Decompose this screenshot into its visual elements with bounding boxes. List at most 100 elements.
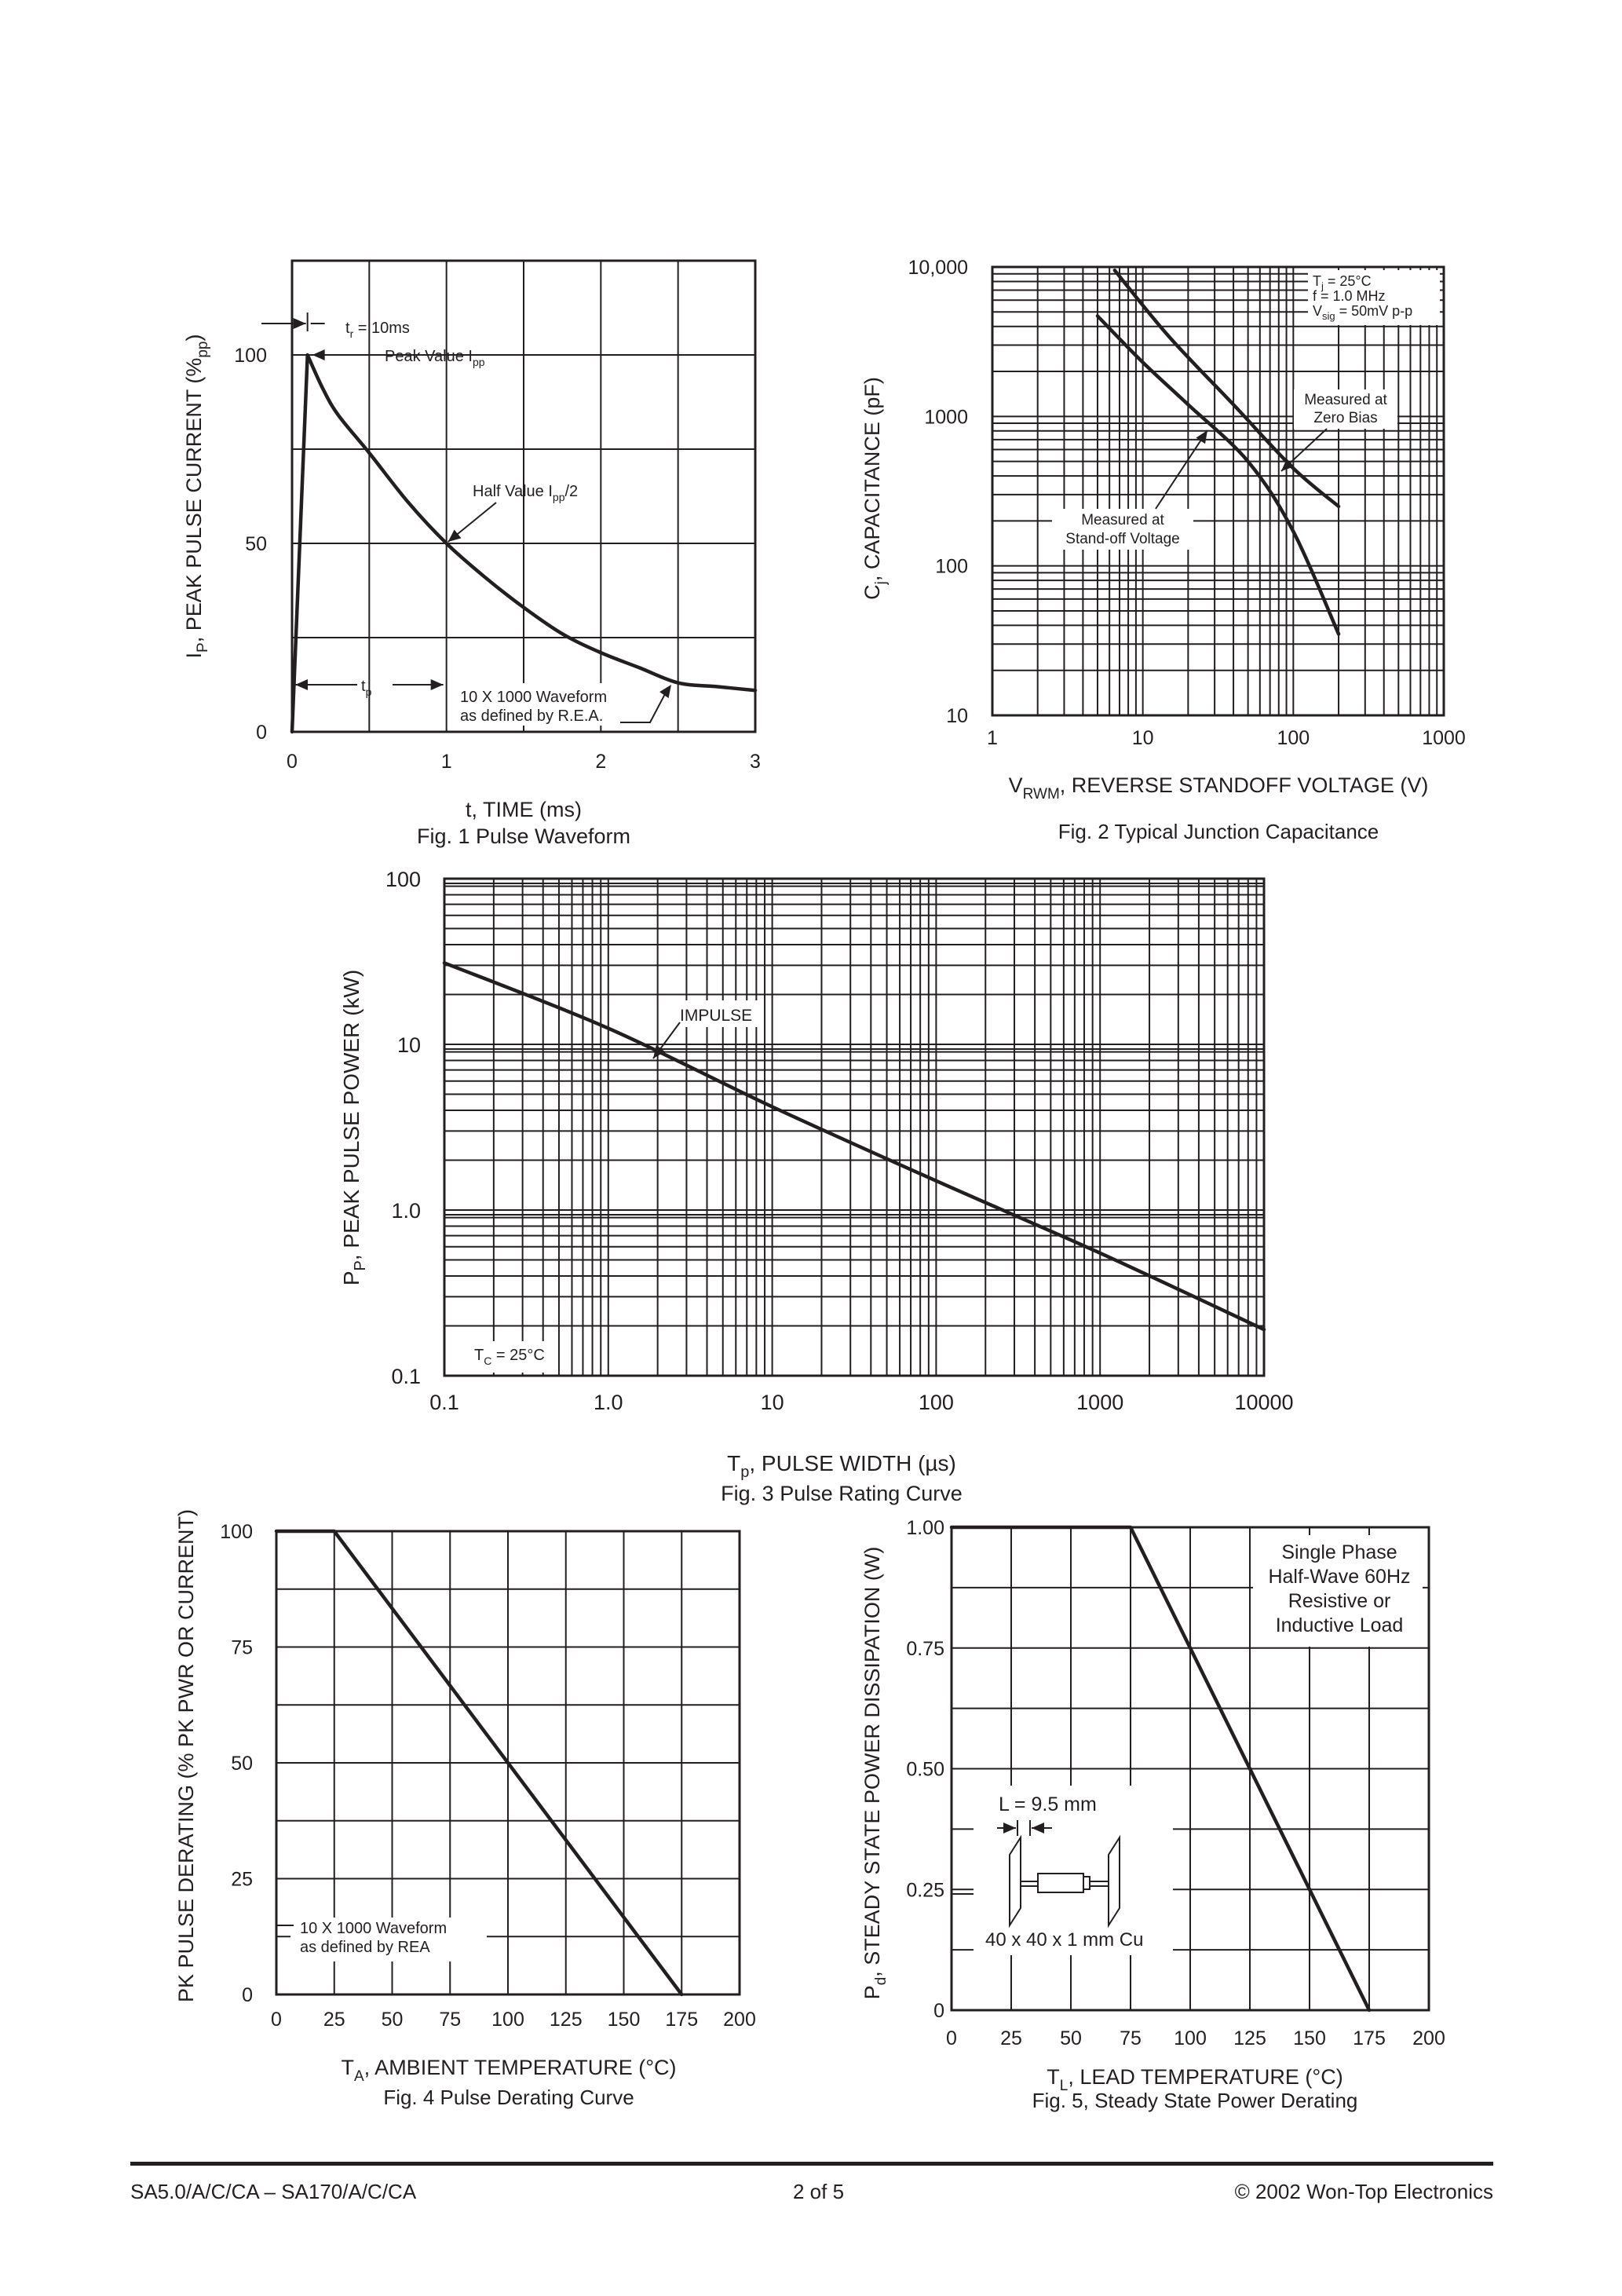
fig3-x-tick-label: 1.0 [594, 1391, 623, 1414]
fig4-x-tick-label: 200 [723, 2009, 756, 2031]
fig4-y-tick-label: 50 [231, 1753, 253, 1775]
fig1-waveform-curve [290, 353, 758, 734]
fig4-x-tick-label: 50 [382, 2009, 404, 2031]
fig2-zero-bias-label-line2: Zero Bias [1313, 410, 1377, 426]
fig2-standoff-curve [1095, 314, 1341, 636]
footer-rule [130, 2162, 1493, 2166]
fig1-tr-arrow-head [293, 318, 306, 329]
fig3-tc-label: TC = 25°C [474, 1347, 545, 1367]
fig2-conditions-bg [1308, 270, 1440, 325]
fig4-x-tick-label: 150 [608, 2009, 641, 2031]
fig2-standoff-label-line2: Stand-off Voltage [1065, 531, 1179, 547]
fig5-x-tick-label: 0 [946, 2027, 957, 2049]
fig4-y-tick-label: 75 [231, 1637, 253, 1659]
fig2-x-axis-title: VRWM, REVERSE STANDOFF VOLTAGE (V) [1009, 773, 1429, 803]
fig3-y-tick-label: 10 [397, 1033, 421, 1057]
fig5-y-tick-label: 0.75 [906, 1638, 944, 1660]
fig3-impulse-pointer-head [653, 1044, 666, 1058]
footer-copyright: © 2002 Won-Top Electronics [1234, 2180, 1493, 2203]
fig4-x-tick-label: 75 [439, 2009, 461, 2031]
fig2-standoff-pointer-head [1196, 430, 1207, 444]
fig2-x-tick-label: 1000 [1422, 727, 1466, 749]
fig1-waveform-label-line1: 10 X 1000 Waveform [460, 689, 607, 706]
fig5-load-label-bg [1253, 1535, 1423, 1647]
fig4-x-axis-title: TA, AMBIENT TEMPERATURE (°C) [341, 2056, 676, 2085]
fig3-impulse-label: IMPULSE [680, 1007, 752, 1025]
fig5-plot-frame [950, 1526, 1430, 2012]
fig5-y-tick-label: 0.25 [906, 1879, 944, 1901]
fig2-zero-bias-label-bg [1294, 389, 1397, 429]
fig5-load-label-line: Half-Wave 60Hz [1268, 1566, 1410, 1588]
fig5-length-label: L = 9.5 mm [999, 1793, 1097, 1815]
fig1-waveform-label-bg [457, 683, 663, 726]
fig4-caption: Fig. 4 Pulse Derating Curve [383, 2086, 634, 2109]
fig3-y-axis-title: PP, PEAK PULSE POWER (kW) [339, 970, 369, 1285]
fig1-caption: Fig. 1 Pulse Waveform [417, 824, 630, 848]
fig4-y-axis-title: PK PULSE DERATING (% PK PWR OR CURRENT) [174, 1509, 198, 2002]
fig4-pulse-derating: 10 X 1000 Waveform as defined by REA 0 25 50… [174, 1509, 756, 2109]
fig5-caption: Fig. 5, Steady State Power Derating [1032, 2089, 1358, 2112]
fig3-impulse-curve [442, 961, 1266, 1332]
fig5-x-tick-label: 100 [1174, 2027, 1207, 2049]
fig3-caption: Fig. 3 Pulse Rating Curve [721, 1482, 963, 1505]
fig2-y-tick-label: 10 [946, 705, 968, 727]
fig1-tp-arrow-left-head [295, 679, 308, 690]
fig5-x-tick-label: 50 [1060, 2027, 1082, 2049]
fig4-y-tick-label: 100 [220, 1521, 253, 1543]
fig2-standoff-label-bg [1052, 509, 1193, 550]
fig2-zero-bias-curve [1112, 268, 1341, 509]
fig1-x-tick-label: 3 [750, 751, 761, 773]
fig1-x-tick-label: 1 [441, 751, 452, 773]
fig1-half-label: Half Value Ipp/2 [473, 483, 578, 503]
fig1-y-tick-label: 0 [256, 722, 267, 744]
fig5-y-tick-label: 1.00 [906, 1517, 944, 1539]
fig2-condition-text: Vsig = 50mV p-p [1313, 303, 1412, 322]
fig2-x-tick-label: 10 [1132, 727, 1154, 749]
fig1-plot-frame [290, 259, 757, 733]
fig5-length-arrow-left-head [1003, 1823, 1016, 1834]
fig2-standoff-label-line1: Measured at [1081, 512, 1164, 528]
fig2-caption: Fig. 2 Typical Junction Capacitance [1058, 820, 1379, 843]
fig4-x-tick-label: 0 [271, 2009, 282, 2031]
fig5-load-label-line: Resistive or [1288, 1590, 1391, 1612]
fig3-x-tick-label: 10 [761, 1391, 784, 1414]
footer-page-number: 2 of 5 [793, 2180, 845, 2203]
fig1-pulse-waveform: 0 1 2 3 0 50 100 t, TIME (ms) Fig. 1 Pulse Wavef… [182, 259, 761, 848]
fig4-plot-frame [275, 1530, 741, 1996]
fig1-y-axis-title: IP, PEAK PULSE CURRENT (%pp) [182, 335, 211, 659]
fig5-copper-plate-left [1009, 1834, 1021, 1929]
fig1-waveform-pointer-head [659, 685, 671, 699]
fig3-plot-frame [443, 877, 1266, 1377]
fig5-load-label-line: Single Phase [1281, 1541, 1397, 1563]
fig3-y-tick-label: 1.0 [391, 1199, 421, 1223]
fig1-waveform-pointer [620, 692, 667, 723]
fig5-copper-plate-right [1108, 1834, 1120, 1929]
fig2-standoff-pointer [1155, 430, 1208, 510]
fig2-zero-bias-label-line1: Measured at [1304, 392, 1387, 408]
fig5-x-tick-label: 150 [1293, 2027, 1326, 2049]
fig3-tc-label-bg [469, 1341, 556, 1373]
fig5-x-tick-label: 75 [1120, 2027, 1142, 2049]
fig1-x-axis-title: t, TIME (ms) [466, 798, 582, 821]
fig5-inset-bg [974, 1786, 1173, 1955]
fig5-x-tick-label: 125 [1233, 2027, 1266, 2049]
fig5-y-axis-title: Pd, STEADY STATE POWER DISSIPATION (W) [860, 1547, 890, 2000]
fig3-pulse-rating: IMPULSE TC = 25°C 0.1 1.0 10 100 1000 10000 0.1 1… [339, 868, 1294, 1505]
fig1-waveform-label-line2: as defined by R.E.A. [460, 707, 603, 725]
fig2-y-tick-label: 1000 [924, 406, 968, 428]
fig3-impulse-label-bg [675, 1000, 760, 1027]
fig1-peak-label: Peak Value Ipp [385, 348, 485, 368]
fig1-x-tick-label: 2 [595, 751, 606, 773]
fig4-y-tick-label: 0 [242, 1984, 253, 2006]
fig1-half-arrow-head [448, 529, 462, 542]
fig5-x-tick-label: 25 [1000, 2027, 1022, 2049]
fig5-x-tick-label: 200 [1412, 2027, 1445, 2049]
footer-part-number: SA5.0/A/C/CA – SA170/A/C/CA [130, 2180, 417, 2203]
fig1-peak-arrow-head [312, 349, 325, 360]
fig5-y-tick-label: 0.50 [906, 1759, 944, 1781]
fig3-y-tick-label: 100 [385, 868, 421, 891]
fig4-waveform-label-bg [290, 1918, 487, 1961]
fig4-waveform-label-line2: as defined by REA [300, 1939, 430, 1956]
